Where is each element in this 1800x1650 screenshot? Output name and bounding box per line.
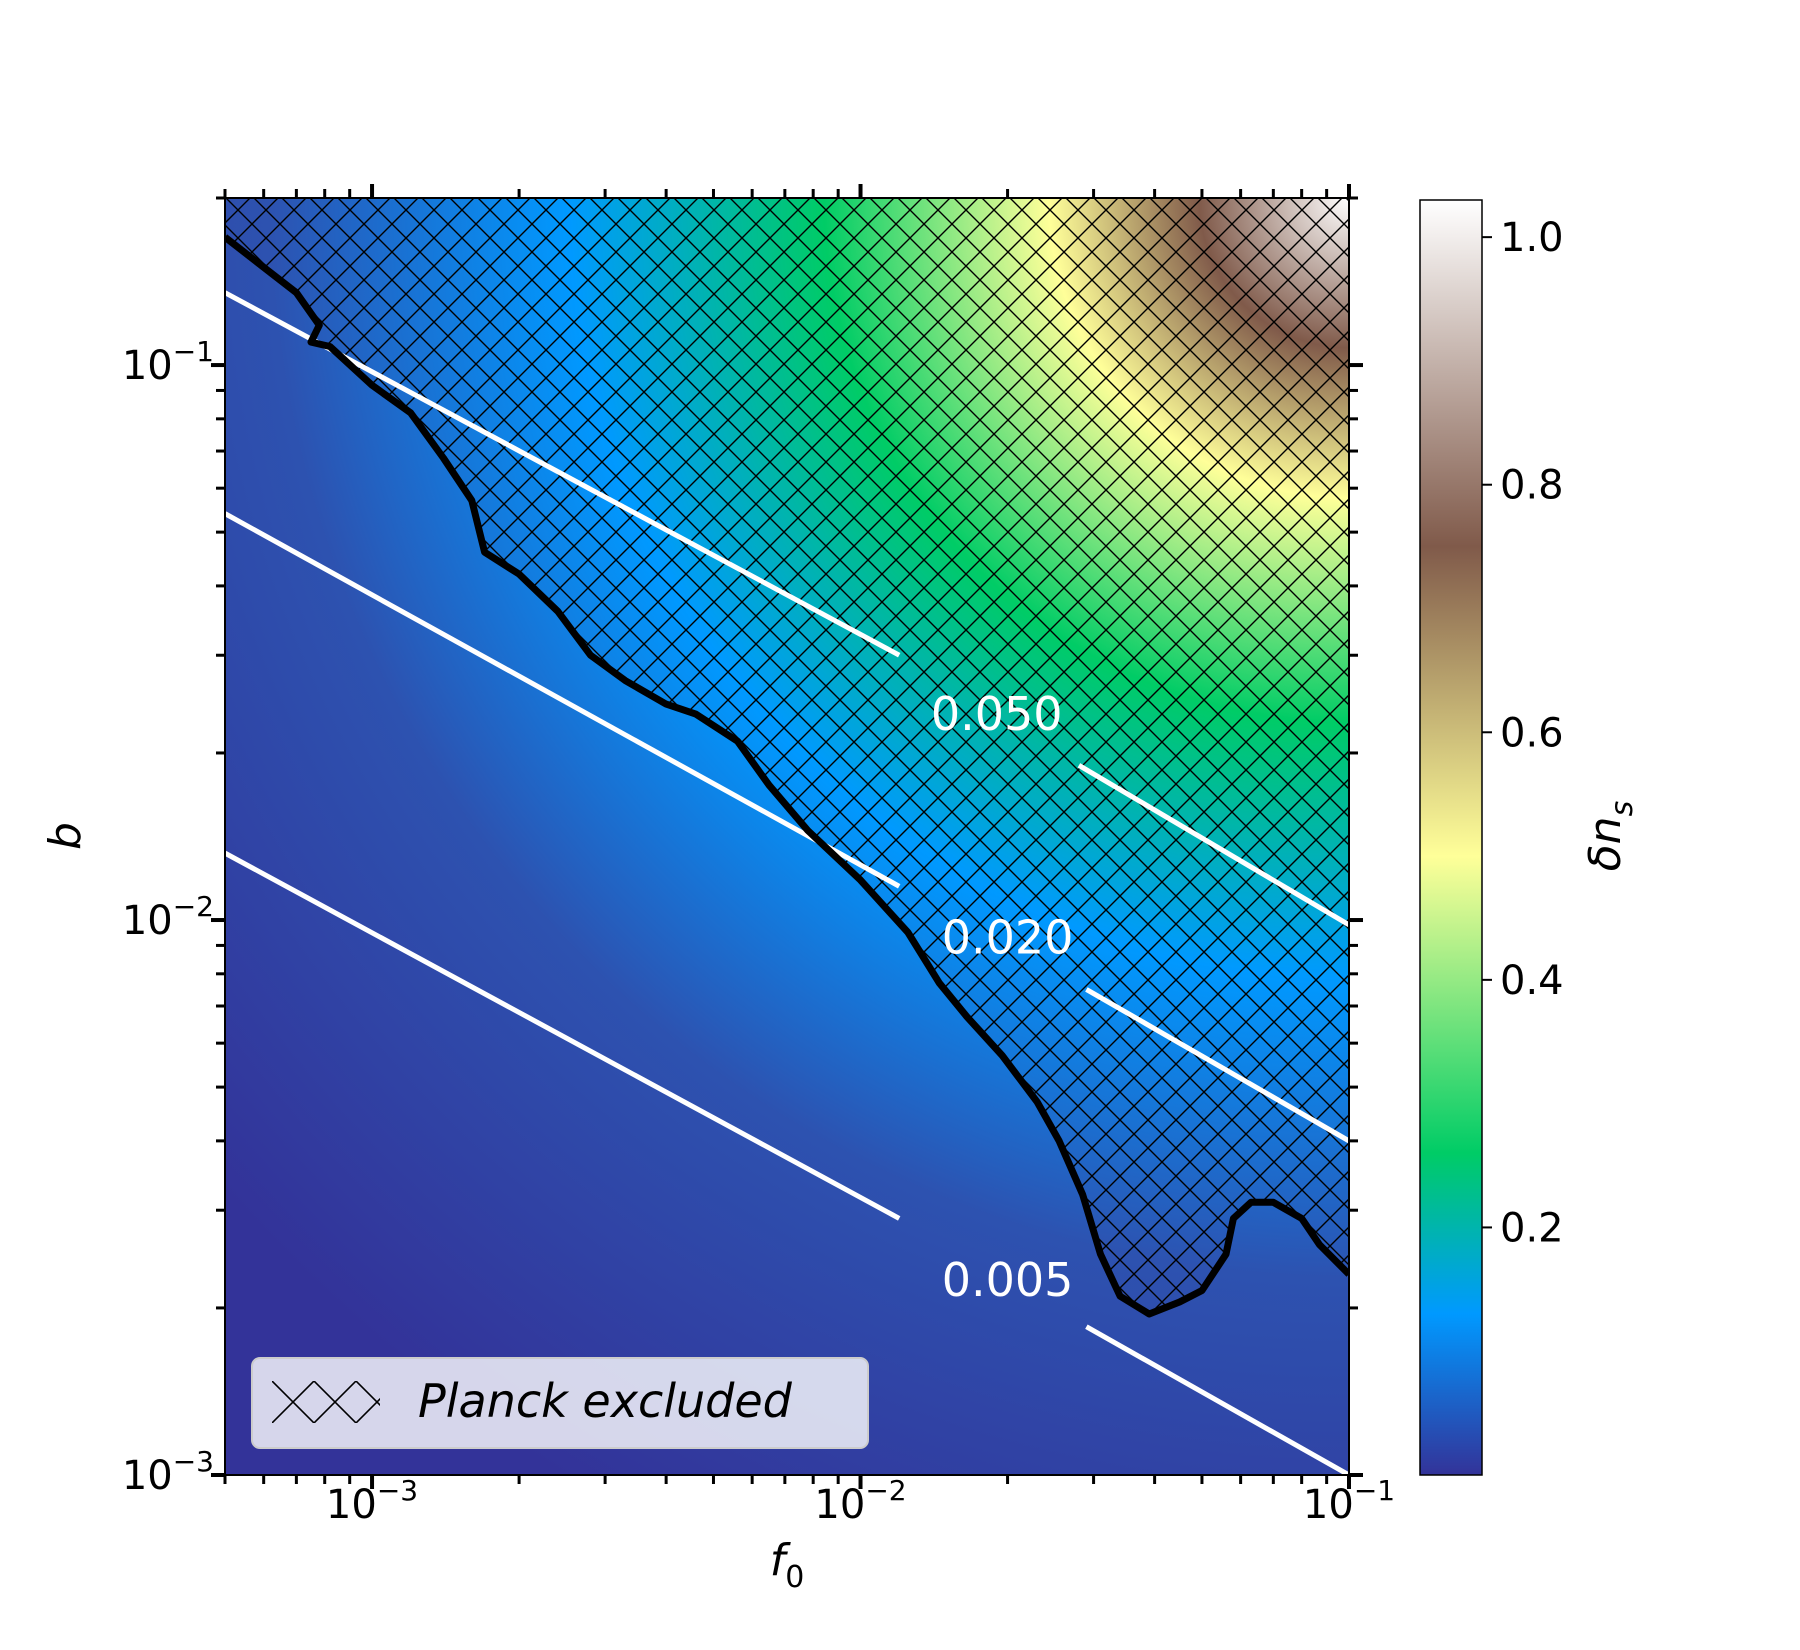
- legend-label: Planck excluded: [418, 1374, 793, 1428]
- y-axis-label: b: [40, 822, 91, 850]
- colorbar: 0.2 0.4 0.6 0.8 1.0 δns: [1419, 199, 1640, 1476]
- colorbar-label: δns: [1580, 801, 1640, 871]
- y-tick-label-1: 10−2: [122, 890, 214, 944]
- legend-hatch-swatch: [272, 1381, 380, 1423]
- legend-box: [251, 1357, 869, 1449]
- plot-frame: [224, 197, 1350, 1476]
- contour-line-1-seg-1: [1085, 987, 1349, 1144]
- colorbar-gradient: [1419, 199, 1483, 1476]
- y-tick-label-0: 10−3: [122, 1445, 214, 1499]
- y-tick-label-2: 10−1: [122, 335, 214, 389]
- x-tick-label-1: 10−2: [814, 1474, 906, 1528]
- contour-labels: 0.050 0.020 0.005: [931, 687, 1074, 1307]
- contour-line-1-seg-0: [225, 511, 901, 889]
- colorbar-tick-label-4: 1.0: [1500, 215, 1564, 261]
- excluded-region-hatch: [225, 198, 1349, 1314]
- legend: Planck excluded: [251, 1357, 869, 1449]
- colorbar-tick-label-3: 0.8: [1500, 463, 1564, 509]
- contour-line-2-seg-1: [1085, 1324, 1349, 1475]
- x-axis-label: f0: [770, 1535, 805, 1595]
- x-tick-labels: 10−3 10−2 10−1: [326, 1474, 1395, 1528]
- contour-label-1: 0.020: [942, 911, 1074, 965]
- y-tick-labels: 10−3 10−2 10−1: [122, 335, 214, 1499]
- excluded-region-boundary: [225, 234, 1349, 1318]
- colorbar-tick-label-0: 0.2: [1500, 1205, 1564, 1251]
- colorbar-tick-label-2: 0.6: [1500, 710, 1564, 756]
- minor-ticks: [211, 184, 1363, 1489]
- colorbar-ticks: 0.2 0.4 0.6 0.8 1.0: [1482, 215, 1564, 1251]
- contour-line-2-seg-0: [225, 850, 901, 1221]
- contour-label-2: 0.005: [942, 1253, 1074, 1307]
- contour-label-0: 0.050: [931, 687, 1063, 741]
- colorbar-tick-label-1: 0.4: [1500, 958, 1564, 1004]
- x-tick-label-0: 10−3: [326, 1474, 418, 1528]
- x-tick-label-2: 10−1: [1303, 1474, 1395, 1528]
- contour-line-0-seg-1: [1077, 763, 1349, 928]
